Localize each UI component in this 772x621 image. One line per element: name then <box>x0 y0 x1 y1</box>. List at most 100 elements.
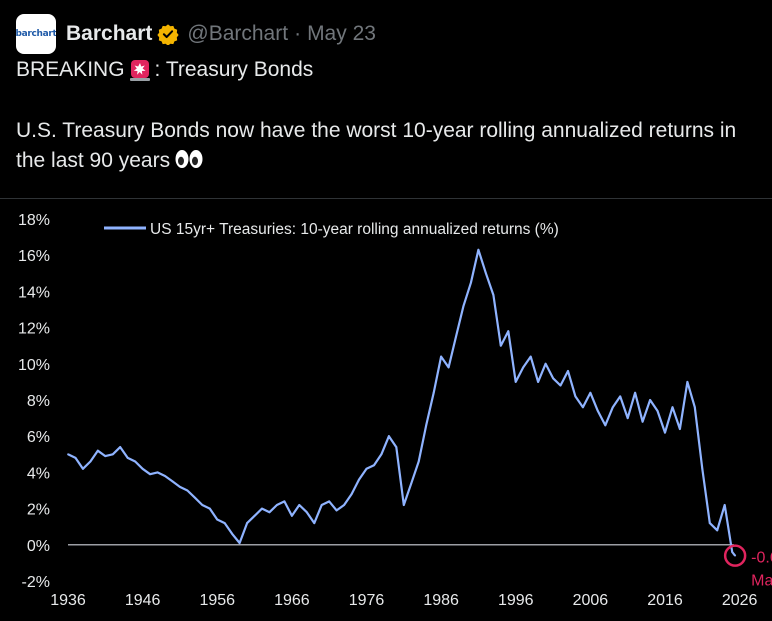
series-point <box>440 355 443 358</box>
series-point <box>395 446 398 448</box>
series-point <box>507 330 510 333</box>
y-tick-label: 8% <box>27 393 50 410</box>
series-point <box>358 478 360 481</box>
series-point <box>201 504 204 506</box>
y-tick-label: 10% <box>18 357 50 374</box>
series-point <box>335 509 338 512</box>
series-point <box>141 467 144 470</box>
series-point <box>365 467 368 470</box>
series-point <box>298 504 301 506</box>
series-point <box>343 504 346 506</box>
series-point <box>350 493 353 496</box>
series-point <box>238 542 241 544</box>
series-point <box>626 417 629 419</box>
y-axis: -2% 0% 2% 4% 6% 8% 10% 12% 14% 16% 18% <box>18 212 50 591</box>
series-point <box>231 533 234 535</box>
x-tick-label: 2016 <box>647 592 683 609</box>
series-point <box>380 453 383 456</box>
y-tick-label: 6% <box>27 429 50 446</box>
handle[interactable]: @Barchart <box>187 22 289 45</box>
series-point <box>701 467 704 470</box>
series-point <box>432 391 435 394</box>
series-point <box>119 446 122 448</box>
chart-image[interactable]: -2% 0% 2% 4% 6% 8% 10% 12% 14% 16% 18% 1936 1946 195… <box>0 198 772 616</box>
series-point <box>477 248 480 251</box>
series-point <box>559 384 562 387</box>
series-point <box>574 395 577 398</box>
series-point <box>305 511 308 514</box>
tweet-body-text: U.S. Treasury Bonds now have the worst 1… <box>16 119 737 172</box>
series-point <box>731 551 734 553</box>
series-point <box>686 381 689 383</box>
series-point <box>514 381 517 383</box>
series-point <box>708 522 711 524</box>
series-point <box>261 507 263 510</box>
x-tick-label: 2026 <box>722 592 758 609</box>
series-point <box>484 272 487 275</box>
y-tick-label: 2% <box>27 502 50 519</box>
y-tick-label: 18% <box>18 212 50 229</box>
annotation-circle <box>723 544 747 567</box>
series-point <box>671 406 674 409</box>
eyes-emoji-icon <box>175 150 203 168</box>
returns-line-chart: -2% 0% 2% 4% 6% 8% 10% 12% 14% 16% 18% 1936 1946 195… <box>18 212 772 609</box>
series-point <box>544 362 547 365</box>
x-tick-label: 1996 <box>498 592 534 609</box>
series-point <box>290 514 293 517</box>
tweet-header: barchart Barchart @Barchart · May 23 <box>16 14 376 54</box>
post-date[interactable]: May 23 <box>307 22 376 45</box>
series-point <box>619 395 622 398</box>
series-point <box>156 471 159 474</box>
x-tick-label: 1966 <box>274 592 310 609</box>
series-point <box>596 409 599 412</box>
series-point <box>268 511 271 514</box>
series-point <box>283 500 286 503</box>
series-point <box>589 391 592 394</box>
series-point <box>567 370 569 372</box>
series-point <box>455 335 457 338</box>
tweet-body: U.S. Treasury Bonds now have the worst 1… <box>16 116 756 176</box>
series-point <box>611 406 614 409</box>
series-point <box>693 406 696 409</box>
x-axis: 1936 1946 1956 1966 1976 1986 1996 2006 2016 2026 <box>50 592 757 609</box>
y-tick-label: -2% <box>22 574 50 591</box>
series-point <box>734 554 737 557</box>
avatar[interactable]: barchart <box>16 14 56 54</box>
x-tick-label: 1946 <box>125 592 161 609</box>
series-point <box>246 522 248 524</box>
legend-label: US 15yr+ Treasuries: 10-year rolling ann… <box>150 221 559 238</box>
series-point <box>641 420 644 423</box>
y-tick-label: 12% <box>18 321 50 338</box>
siren-emoji-icon <box>129 60 150 81</box>
series-point <box>387 435 390 438</box>
series-point <box>634 391 637 394</box>
series-point <box>537 381 540 383</box>
display-name[interactable]: Barchart <box>66 22 153 45</box>
series-point <box>96 449 99 452</box>
series-point <box>208 507 211 510</box>
legend: US 15yr+ Treasuries: 10-year rolling ann… <box>104 221 559 238</box>
series-point <box>552 377 554 380</box>
x-tick-label: 1936 <box>50 592 86 609</box>
series-point <box>186 489 189 492</box>
breaking-label: BREAKING <box>16 58 125 81</box>
series-point <box>179 485 181 488</box>
series-point <box>470 281 472 284</box>
series-point <box>649 399 651 401</box>
series-point <box>216 518 219 521</box>
annotation-date-label: May'25 <box>751 573 772 590</box>
series-point <box>253 514 256 517</box>
series-point <box>149 473 151 476</box>
series-point <box>373 464 375 467</box>
series-point <box>223 522 226 524</box>
series-point <box>529 355 532 358</box>
series-point <box>276 504 278 506</box>
avatar-logo-text: barchart <box>16 29 56 39</box>
series-point <box>313 522 316 524</box>
series-point <box>604 424 607 427</box>
series-point <box>82 467 84 470</box>
tweet-line-breaking: BREAKING : Treasury Bonds <box>16 58 313 82</box>
x-tick-label: 1956 <box>199 592 235 609</box>
series-point <box>582 406 584 409</box>
